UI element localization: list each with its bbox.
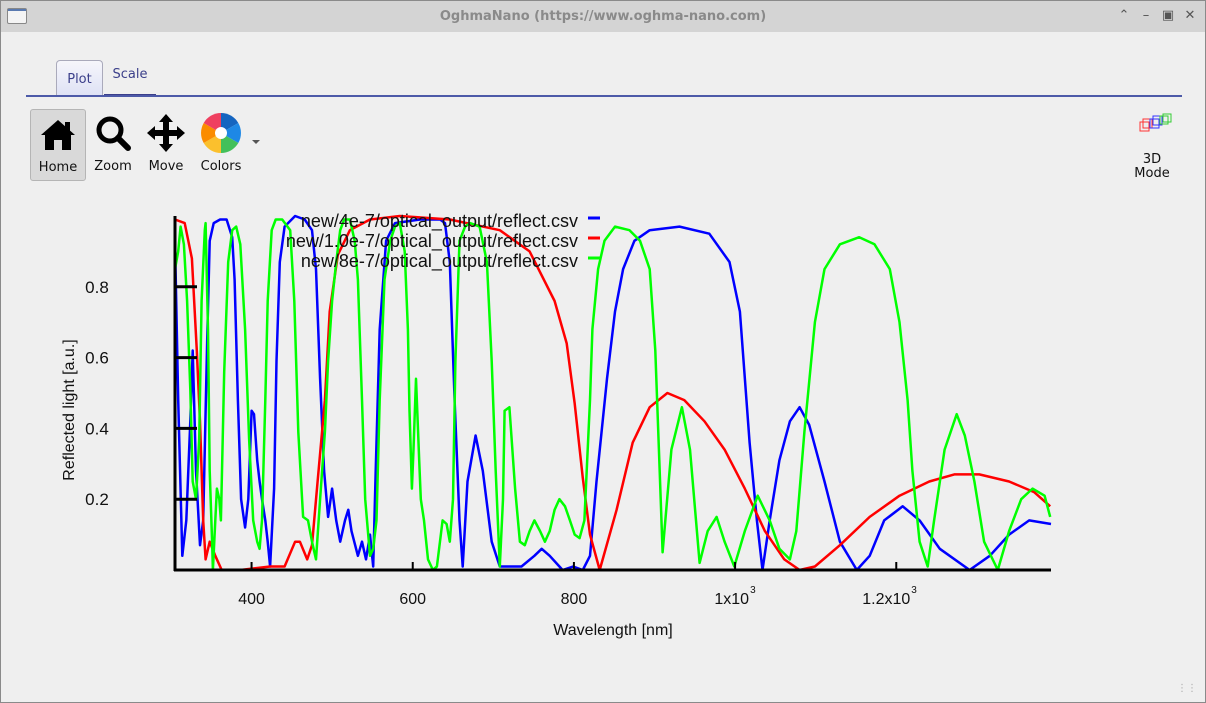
y-axis-label: Reflected light [a.u.]	[61, 339, 78, 480]
series-line-2	[174, 214, 1052, 572]
colors-button[interactable]: Colors	[194, 109, 248, 179]
title-bar: OghmaNano (https://www.oghma-nano.com) ⌃…	[1, 1, 1205, 32]
zoom-button[interactable]: Zoom	[86, 109, 140, 179]
move-button[interactable]: Move	[139, 109, 193, 179]
home-button[interactable]: Home	[30, 109, 86, 181]
colors-label: Colors	[200, 159, 242, 174]
series-line-1	[173, 214, 1052, 572]
x-tick-exponent: 3	[911, 585, 917, 596]
zoom-icon	[96, 116, 131, 151]
cubes-3d-icon	[1139, 113, 1172, 132]
x-tick-label: 1x10	[714, 591, 749, 608]
home-label: Home	[38, 160, 78, 175]
colors-dropdown-arrow-icon[interactable]	[252, 140, 260, 144]
resize-grip-icon[interactable]: ⋮⋮	[1177, 683, 1197, 694]
window-title: OghmaNano (https://www.oghma-nano.com)	[439, 9, 767, 24]
x-tick-exponent: 3	[750, 585, 756, 596]
chevron-up-icon[interactable]: ⌃	[1118, 8, 1130, 23]
legend-entry-label: new/4e-7/optical_output/reflect.csv	[301, 211, 578, 232]
y-tick-label: 0.2	[85, 490, 109, 509]
close-button[interactable]: ✕	[1184, 8, 1196, 23]
y-tick-label: 0.6	[85, 349, 109, 368]
tab-divider	[26, 95, 1182, 97]
home-icon	[41, 120, 75, 150]
move-label: Move	[148, 159, 184, 174]
window-icon	[7, 8, 27, 24]
x-tick-label: 400	[238, 591, 265, 608]
legend-entry-label: new/1.0e-7/optical_output/reflect.csv	[286, 231, 578, 252]
color-wheel-icon	[201, 113, 241, 153]
move-icon	[147, 114, 185, 152]
legend-entry-label: new/8e-7/optical_output/reflect.csv	[301, 251, 578, 272]
y-tick-label: 0.8	[85, 278, 109, 297]
x-tick-label: 800	[561, 591, 588, 608]
x-tick-label: 600	[399, 591, 426, 608]
tab-scale[interactable]: Scale	[104, 60, 156, 95]
zoom-label: Zoom	[94, 159, 132, 174]
x-axis-label: Wavelength [nm]	[553, 622, 672, 639]
maximize-button[interactable]: ▣	[1161, 8, 1175, 23]
3d-mode-label-line2: Mode	[1134, 166, 1170, 181]
3d-mode-label-line1: 3D	[1142, 152, 1162, 167]
3d-mode-button[interactable]: 3D Mode	[1126, 113, 1178, 181]
tab-plot[interactable]: Plot	[56, 60, 103, 95]
series-line-3	[173, 218, 1052, 572]
y-tick-label: 0.4	[85, 419, 109, 438]
x-tick-label: 1.2x10	[862, 591, 910, 608]
minimize-button[interactable]: –	[1142, 8, 1150, 23]
